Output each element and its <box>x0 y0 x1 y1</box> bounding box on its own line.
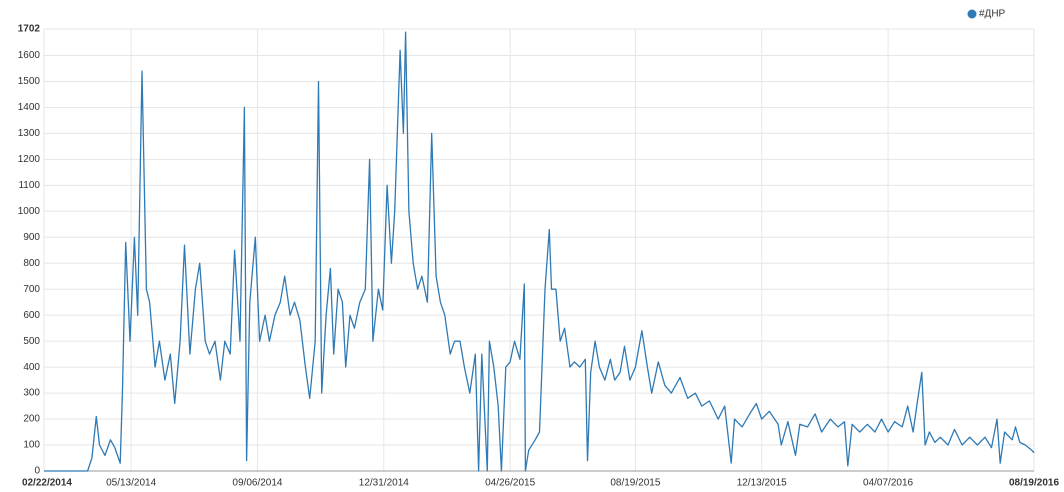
y-tick-label: 600 <box>23 310 40 321</box>
y-tick-label: 800 <box>23 258 40 269</box>
y-tick-label: 900 <box>23 232 40 243</box>
y-tick-label: 1000 <box>18 206 41 217</box>
y-tick-label: 100 <box>23 440 40 451</box>
y-tick-label: 1600 <box>18 50 41 61</box>
y-tick-label: 0 <box>34 466 40 477</box>
y-tick-label: 400 <box>23 362 40 373</box>
x-tick-label: 04/07/2016 <box>863 478 913 489</box>
x-tick-label: 02/22/2014 <box>22 478 72 489</box>
y-tick-label: 500 <box>23 336 40 347</box>
y-tick-label: 1100 <box>18 180 40 191</box>
y-tick-label: 1702 <box>18 24 41 35</box>
x-tick-label: 05/13/2014 <box>106 478 156 489</box>
x-tick-label: 12/13/2015 <box>737 478 787 489</box>
y-tick-label: 700 <box>23 284 40 295</box>
x-tick-label: 09/06/2014 <box>232 478 282 489</box>
y-tick-label: 200 <box>23 414 40 425</box>
data-line <box>44 31 1035 472</box>
y-tick-label: 1500 <box>18 76 41 87</box>
legend-marker <box>967 9 977 19</box>
x-tick-label: 04/26/2015 <box>485 478 535 489</box>
legend-label: #ДНР <box>979 9 1006 20</box>
x-tick-label: 08/19/2015 <box>610 478 660 489</box>
x-tick-label: 08/19/2016 <box>1009 478 1059 489</box>
y-tick-label: 1300 <box>18 128 41 139</box>
y-tick-label: 1400 <box>18 102 41 113</box>
y-tick-label: 300 <box>23 388 40 399</box>
x-tick-label: 12/31/2014 <box>359 478 409 489</box>
y-tick-label: 1200 <box>18 154 41 165</box>
